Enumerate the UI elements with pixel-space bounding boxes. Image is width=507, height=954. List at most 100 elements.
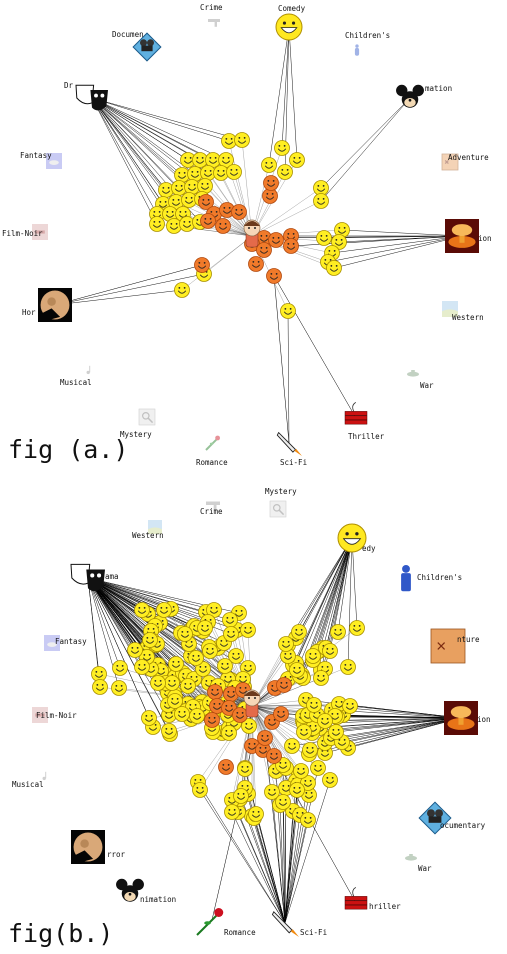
theater-masks-icon (70, 563, 105, 592)
recommended-movie-node (219, 202, 235, 218)
genre-label-horror: rror (107, 850, 126, 859)
genre-label-comedy: Comedy (278, 4, 306, 13)
magnifier-icon (138, 408, 156, 426)
liked-movie-node (150, 675, 166, 691)
liked-movie-node (237, 761, 253, 777)
tank-icon (407, 370, 419, 377)
genre-edge (347, 537, 353, 668)
genre-edge (316, 537, 353, 653)
liked-movie-node (278, 636, 294, 652)
genre-label-childrens: Children's (345, 31, 390, 40)
rose-icon (196, 908, 224, 936)
genre-edge (231, 799, 286, 924)
genre-label-thriller: hriller (369, 902, 401, 911)
genre-edge (253, 817, 286, 924)
treasure-map-icon (441, 153, 459, 171)
film-camera-icon (418, 801, 452, 835)
liked-movie-node (171, 180, 187, 196)
genre-label-mystery: Mystery (265, 487, 297, 496)
liked-movie-node (289, 152, 305, 168)
genre-label-scifi: Sci-Fi (300, 928, 327, 937)
genre-edge (320, 97, 411, 189)
genre-label-musical: Musical (60, 378, 92, 387)
genre-edge (87, 577, 209, 623)
genre-edge (91, 97, 171, 215)
genre-edge (296, 537, 353, 671)
liked-movie-node (240, 622, 256, 638)
moon-icon (71, 830, 105, 864)
rocket-icon (276, 431, 302, 456)
recommendation-edge (273, 755, 357, 904)
liked-movie-node (111, 680, 127, 696)
liked-movie-node (316, 230, 332, 246)
liked-movie-node (213, 165, 229, 181)
child-figure-icon (401, 564, 411, 592)
recommended-movie-node (207, 684, 223, 700)
genre-edge (282, 801, 286, 924)
genre-label-thriller: Thriller (348, 432, 385, 441)
genre-label-documentary: ocumentary (440, 821, 486, 830)
genre-edge (318, 537, 353, 652)
liked-movie-node (264, 784, 280, 800)
genre-edge (54, 289, 183, 306)
liked-movie-node (189, 708, 205, 724)
liked-movie-node (141, 710, 157, 726)
genre-edge (87, 577, 215, 611)
liked-movie-node (156, 602, 172, 618)
liked-movie-node (221, 725, 237, 741)
liked-movie-node (289, 782, 305, 798)
genre-label-action: ion (477, 715, 491, 724)
liked-movie-node (167, 693, 183, 709)
liked-movie-node (233, 788, 249, 804)
user-edge (251, 699, 307, 707)
genre-edge (341, 229, 463, 237)
genre-edge (87, 577, 206, 629)
recommended-movie-node (256, 242, 272, 258)
user-edge (251, 705, 298, 791)
genre-edge (287, 310, 290, 444)
genre-label-war: War (420, 381, 434, 390)
recommended-movie-node (263, 175, 279, 191)
liked-movie-node (280, 303, 296, 319)
liked-movie-node (142, 632, 158, 648)
liked-movie-node (222, 612, 238, 628)
liked-movie-node (248, 806, 264, 822)
liked-movie-node (168, 194, 184, 210)
edge-layer (54, 26, 463, 924)
genre-edge (325, 537, 353, 649)
liked-movie-node (293, 763, 309, 779)
recommended-movie-node (231, 204, 247, 220)
genre-label-romance: Romance (224, 928, 256, 937)
genre-label-drama: ama (105, 572, 119, 581)
genre-edge (320, 97, 411, 202)
desert-icon (442, 301, 458, 317)
liked-movie-node (328, 724, 344, 740)
genre-edge (91, 97, 158, 225)
cartoon-mouse-icon (396, 84, 424, 108)
liked-movie-node (310, 760, 326, 776)
fantasy-icon (46, 153, 62, 169)
genre-edge (347, 717, 462, 749)
liked-movie-node (202, 643, 218, 659)
genre-edge (351, 537, 358, 629)
movie-node-layer (91, 132, 365, 828)
user-edge (251, 705, 302, 772)
genre-label-mystery: Mystery (120, 430, 152, 439)
genre-edge (91, 97, 183, 176)
user-avatar-icon (243, 219, 261, 248)
liked-movie-node (274, 140, 290, 156)
recommended-movie-node (273, 706, 289, 722)
magnifier-icon (269, 500, 287, 518)
liked-movie-node (179, 216, 195, 232)
genre-edge (281, 26, 290, 149)
liked-movie-node (228, 648, 244, 664)
liked-movie-node (149, 216, 165, 232)
genre-label-crime: Crime (200, 3, 223, 12)
liked-movie-node (226, 164, 242, 180)
genre-edge (284, 814, 301, 924)
recommended-movie-node (215, 218, 231, 234)
genre-label-drama: Dr (64, 81, 74, 90)
genre-edge (327, 235, 463, 263)
liked-movie-node (326, 260, 342, 276)
recommendation-edge (54, 264, 203, 306)
